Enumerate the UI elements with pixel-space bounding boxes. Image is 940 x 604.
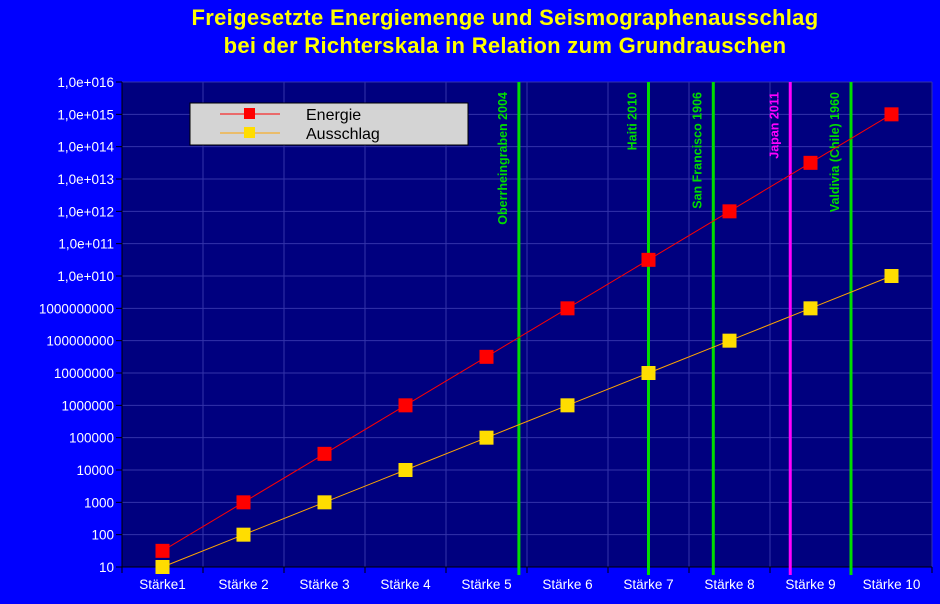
y-tick-label: 100 [91, 528, 114, 543]
data-point-energie [317, 446, 332, 461]
data-point-ausschlag [155, 560, 170, 574]
series-line-ausschlag [162, 275, 892, 568]
x-tick-label: Stärke 6 [542, 577, 592, 592]
legend-energie-label: Energie [306, 107, 361, 124]
data-point-energie [803, 155, 818, 170]
y-tick-label: 10 [99, 560, 114, 575]
y-tick-label: 1,0e+013 [57, 172, 114, 187]
data-series [155, 107, 899, 574]
data-point-energie [236, 495, 251, 510]
legend-ausschlag-marker [244, 127, 255, 138]
y-tick-label: 100000000 [46, 334, 114, 349]
series-line-energie [162, 113, 892, 552]
data-point-energie [884, 107, 899, 122]
legend: Energie Ausschlag [189, 102, 469, 146]
y-tick-label: 1,0e+011 [58, 237, 114, 252]
data-point-energie [155, 543, 170, 558]
data-point-ausschlag [236, 527, 251, 542]
event-markers: Oberrheingraben 2004 Haiti 2010 San Franci… [496, 82, 853, 575]
y-tick-label: 1,0e+014 [57, 140, 114, 155]
event-label-4: Japan 2011 [767, 92, 781, 159]
data-point-ausschlag [479, 430, 494, 445]
x-tick-label: Stärke 10 [863, 577, 921, 592]
data-point-ausschlag [803, 301, 818, 316]
data-point-energie [641, 252, 656, 267]
x-tick-label: Stärke 4 [380, 577, 431, 592]
x-axis-ticks: Stärke1 Stärke 2 Stärke 3 Stärke 4 Stärke 5 S… [121, 566, 933, 592]
y-tick-label: 1000000 [61, 398, 114, 413]
event-label-2: Haiti 2010 [626, 92, 640, 150]
x-tick-label: Stärke 2 [218, 577, 268, 592]
data-point-ausschlag [722, 333, 737, 348]
legend-ausschlag-label: Ausschlag [306, 126, 380, 143]
y-tick-label: 1,0e+010 [57, 269, 114, 284]
y-tick-label: 1,0e+012 [57, 204, 114, 219]
data-point-ausschlag [641, 366, 656, 380]
x-tick-label: Stärke 5 [461, 577, 511, 592]
x-tick-label: Stärke1 [139, 577, 186, 592]
y-tick-label: 1,0e+015 [57, 107, 114, 122]
event-label-1: Oberrheingraben 2004 [496, 92, 510, 225]
data-point-ausschlag [398, 463, 413, 477]
chart-title-line-1: Freigesetzte Energiemenge und Seismograp… [192, 5, 819, 30]
y-tick-label: 10000 [76, 463, 114, 478]
x-tick-label: Stärke 8 [704, 577, 754, 592]
y-tick-label: 1000000000 [39, 301, 114, 316]
data-point-ausschlag [317, 495, 332, 510]
event-label-3: San Francisco 1906 [690, 92, 704, 209]
data-point-energie [398, 398, 413, 413]
data-point-ausschlag [884, 269, 899, 283]
chart-title-line-2: bei der Richterskala in Relation zum Gru… [224, 33, 787, 58]
legend-energie-marker [244, 108, 255, 119]
y-tick-label: 100000 [69, 431, 114, 446]
y-axis-ticks: 10 100 1000 10000 100000 1000000 10000000 10000… [39, 75, 123, 575]
data-point-energie [479, 349, 494, 364]
y-tick-label: 10000000 [54, 366, 114, 381]
data-point-energie [560, 301, 575, 316]
legend-box [189, 102, 469, 146]
x-tick-label: Stärke 7 [623, 577, 673, 592]
data-point-ausschlag [560, 398, 575, 413]
x-tick-label: Stärke 3 [299, 577, 349, 592]
data-point-energie [722, 204, 737, 219]
y-tick-label: 1,0e+016 [57, 75, 114, 90]
x-tick-label: Stärke 9 [785, 577, 835, 592]
event-label-5: Valdivia (Chile) 1960 [828, 92, 842, 212]
y-tick-label: 1000 [84, 495, 114, 510]
